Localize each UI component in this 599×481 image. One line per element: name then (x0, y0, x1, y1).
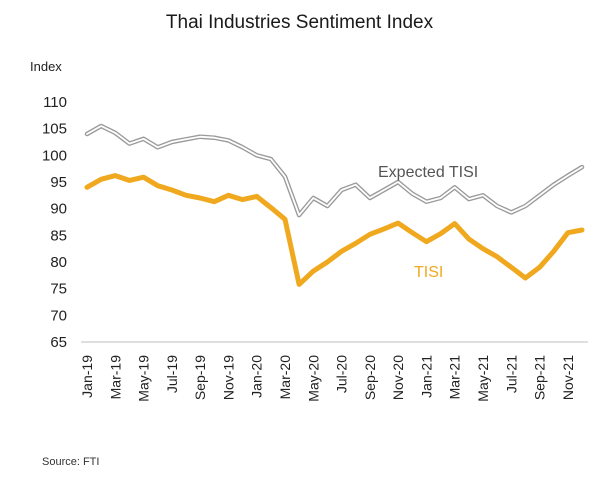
y-axis-label: Index (30, 59, 62, 74)
y-tick-label: 65 (50, 334, 67, 351)
x-tick-label: Nov-20 (390, 355, 406, 400)
x-tick-label: May-21 (475, 355, 491, 402)
x-axis: Jan-19 Mar-19 May-19 Jul-19 Sep-19 Nov-19 Jan-… (79, 341, 588, 402)
x-tick-label: Mar-21 (447, 355, 463, 400)
series-labels: Expected TISI TISI (378, 164, 478, 281)
x-tick-label: Sep-19 (192, 355, 208, 400)
y-tick-label: 90 (50, 201, 67, 218)
x-tick-label: Mar-20 (277, 355, 293, 400)
x-tick-label: May-20 (305, 355, 321, 402)
y-axis: 110 105 100 95 90 85 80 75 70 65 (42, 94, 67, 351)
x-tick-label: Nov-19 (220, 355, 236, 400)
x-tick-label: Jul-21 (503, 355, 519, 393)
x-tick-label: Jan-21 (418, 355, 434, 398)
series-label-expected-tisi: Expected TISI (378, 164, 478, 181)
x-tick-label: Mar-19 (107, 355, 123, 400)
x-tick-label: May-19 (136, 355, 152, 402)
series-line-tisi (84, 173, 585, 287)
x-tick-label: Sep-21 (532, 355, 548, 400)
y-tick-label: 80 (50, 254, 67, 271)
chart-title: Thai Industries Sentiment Index (165, 12, 434, 33)
x-tick-label: Jul-19 (164, 355, 180, 393)
x-tick-label: Sep-20 (362, 355, 378, 400)
x-tick-label: Jan-19 (79, 355, 95, 398)
x-tick-label: Jul-20 (334, 355, 350, 393)
series-line-expected-tisi-core (86, 125, 583, 217)
y-tick-label: 75 (50, 281, 67, 298)
y-tick-label: 95 (50, 174, 67, 191)
series-label-tisi: TISI (414, 264, 443, 281)
x-tick-label: Jan-20 (249, 355, 265, 398)
y-tick-label: 100 (42, 147, 67, 164)
y-tick-label: 105 (42, 121, 67, 138)
series-layer (84, 123, 585, 287)
y-tick-label: 85 (50, 227, 67, 244)
y-tick-label: 70 (50, 307, 67, 324)
source-note: Source: FTI (42, 456, 100, 468)
series-line-expected-tisi (84, 123, 585, 218)
y-tick-label: 110 (43, 94, 67, 111)
x-tick-label: Nov-21 (560, 355, 576, 400)
